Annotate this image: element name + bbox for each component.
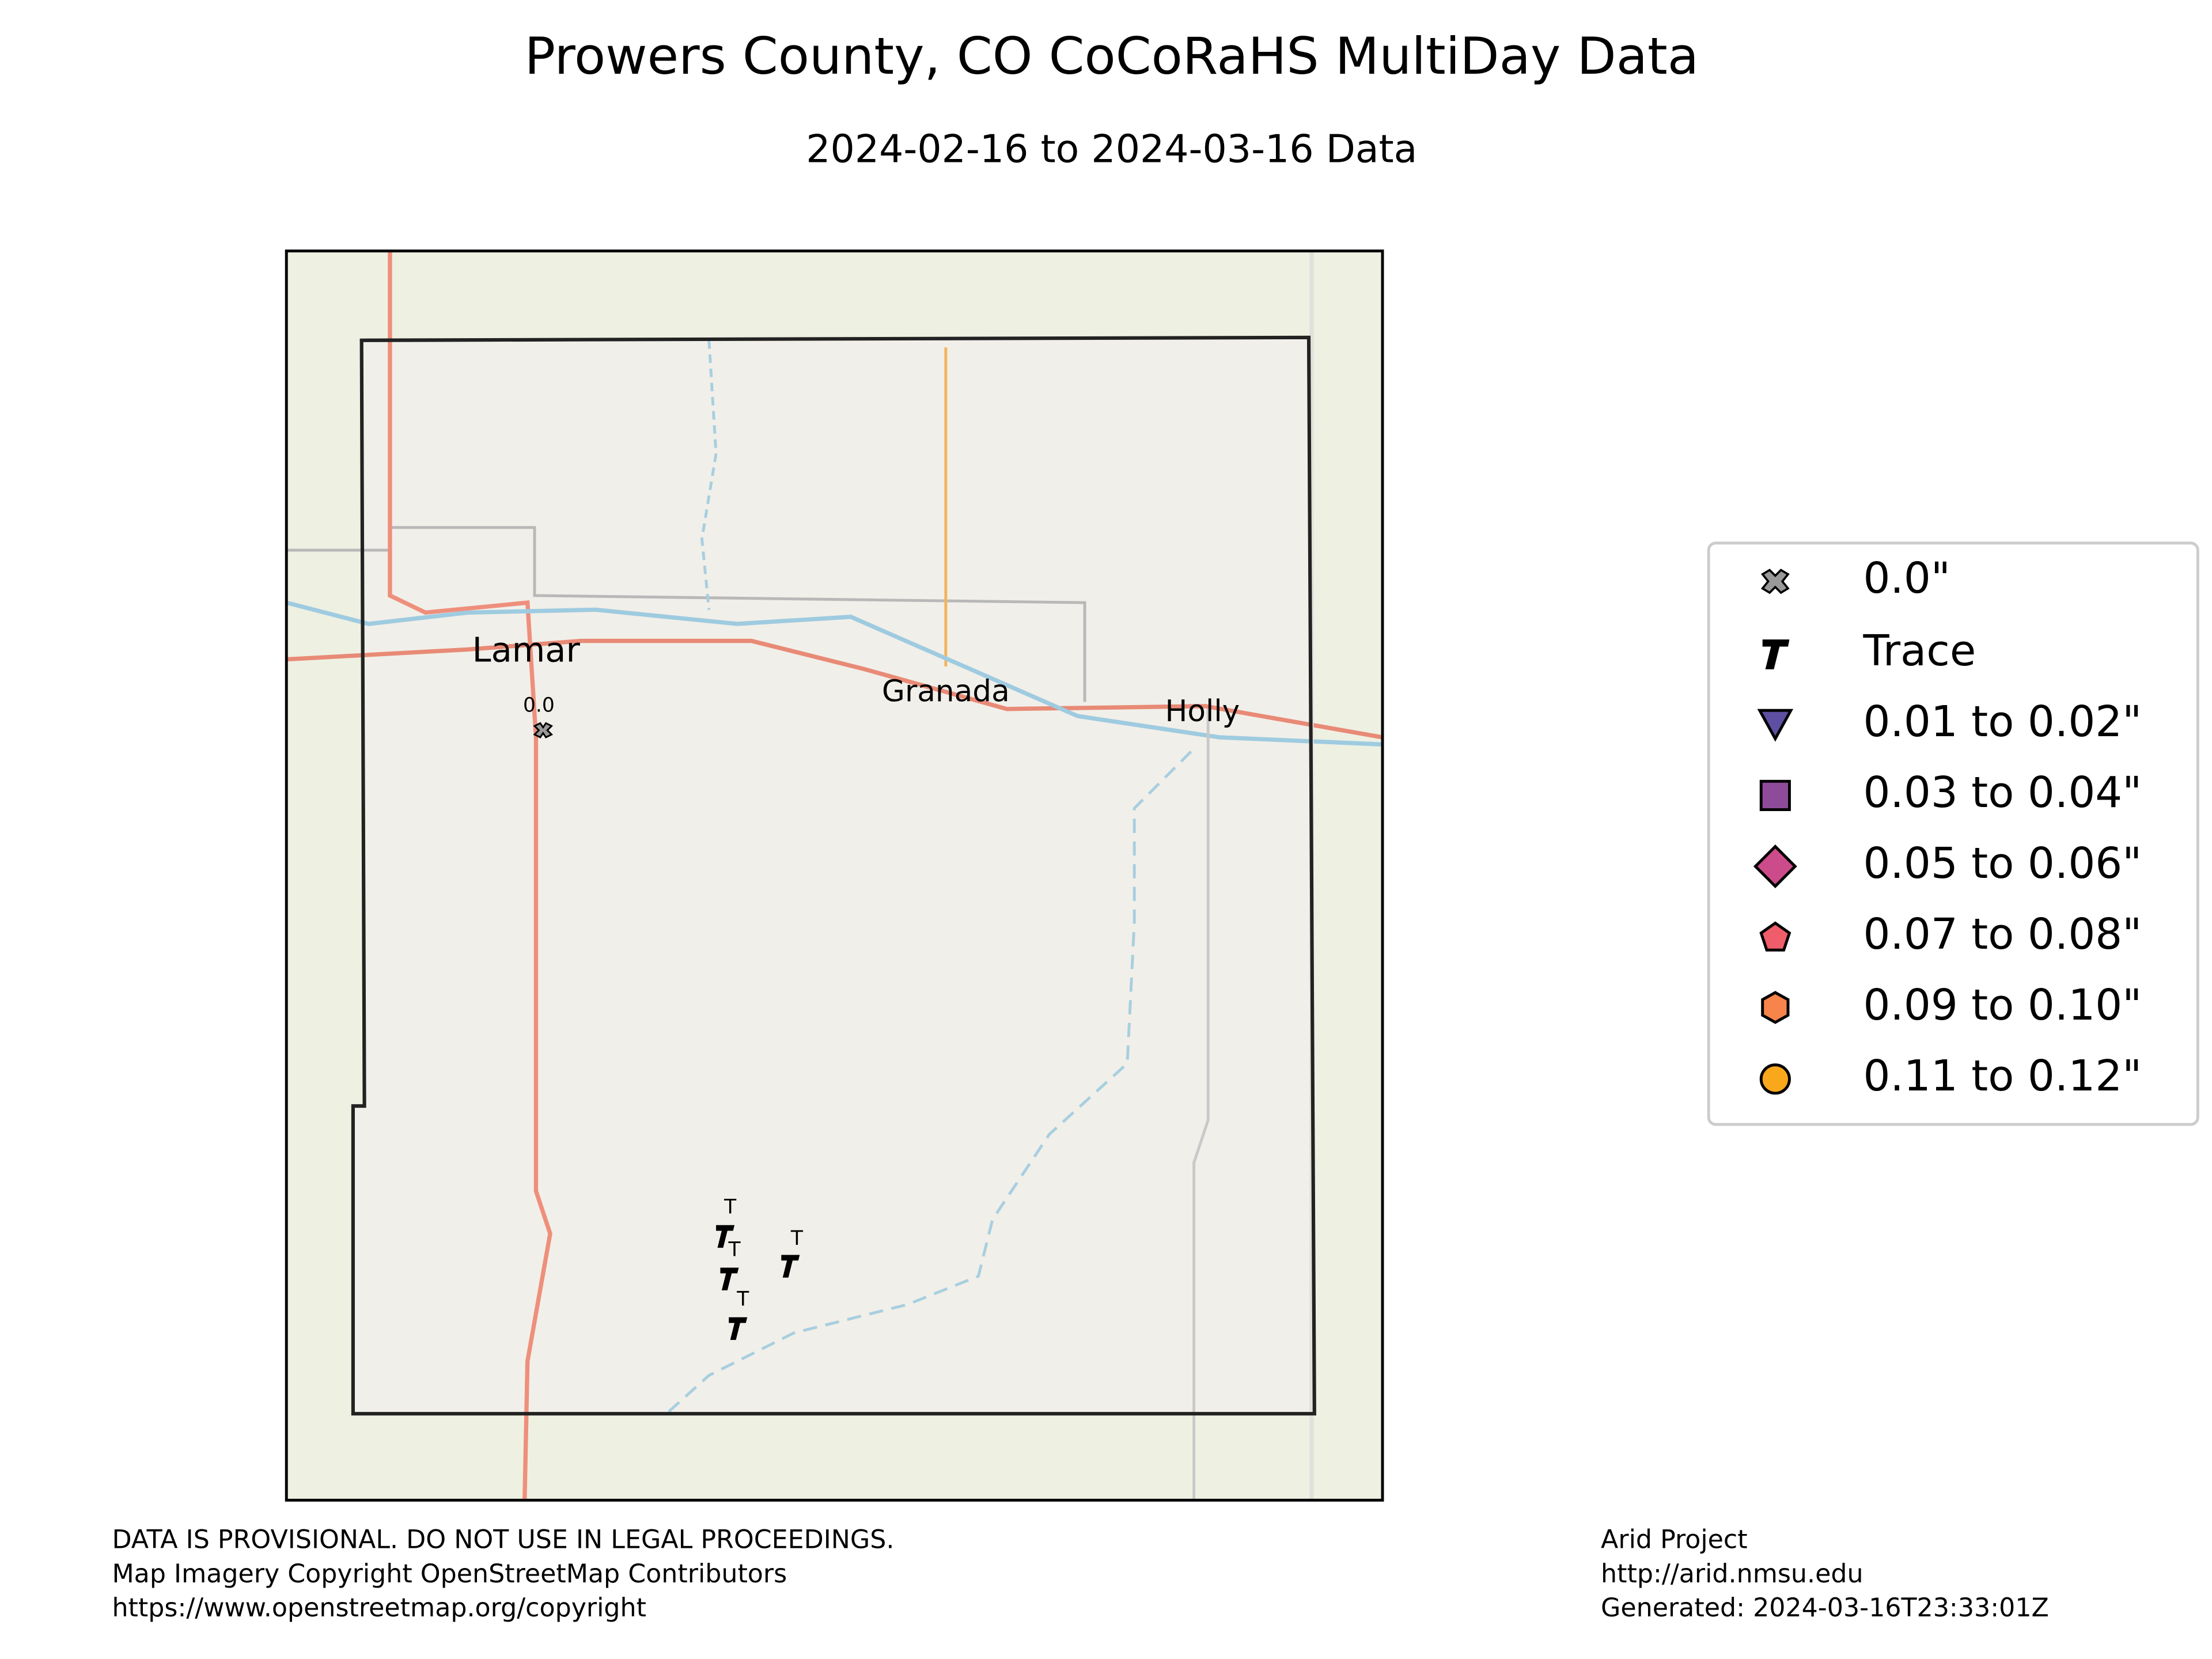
legend-label: Trace <box>1862 626 1976 676</box>
place-label: Granada <box>882 675 1010 709</box>
legend-label: 0.01 to 0.02" <box>1863 697 2142 747</box>
station-marker <box>781 1255 800 1278</box>
footer-text: https://www.openstreetmap.org/copyright <box>112 1593 646 1623</box>
subtitle: 2024-02-16 to 2024-03-16 Data <box>806 126 1417 171</box>
creek <box>665 750 1192 1415</box>
highway <box>286 638 1383 740</box>
legend-marker <box>1759 921 1791 952</box>
road <box>1192 709 1210 1501</box>
station-label: 0.0 <box>523 694 555 717</box>
station-label: T <box>728 1238 741 1262</box>
legend-marker <box>1753 844 1797 888</box>
legend-marker <box>1761 991 1790 1024</box>
place-label: Lamar <box>472 630 581 669</box>
legend-box <box>1707 541 2199 1126</box>
creek <box>700 340 718 610</box>
legend-label: 0.03 to 0.04" <box>1863 768 2142 817</box>
footer-text: Generated: 2024-03-16T23:33:01Z <box>1601 1593 2049 1623</box>
footer-text: DATA IS PROVISIONAL. DO NOT USE IN LEGAL… <box>112 1525 894 1555</box>
map-frame <box>285 249 1384 1502</box>
river <box>286 600 1383 747</box>
legend-marker <box>1760 569 1790 594</box>
footer-text: Map Imagery Copyright OpenStreetMap Cont… <box>112 1559 787 1589</box>
highway <box>388 251 552 1501</box>
station-label: T <box>724 1196 737 1219</box>
station-label: T <box>790 1227 804 1250</box>
legend-label: 0.11 to 0.12" <box>1863 1051 2142 1101</box>
footer: DATA IS PROVISIONAL. DO NOT USE IN LEGAL… <box>112 1525 2048 1623</box>
legend: 0.0" Trace 0.01 to 0.02" 0.03 to 0.04" 0… <box>1707 541 2199 1126</box>
station-label: T <box>736 1288 749 1311</box>
station-marker <box>533 722 554 738</box>
legend-marker <box>1759 1063 1791 1095</box>
legend-label: 0.0" <box>1863 554 1950 603</box>
place-label: Holly <box>1165 694 1240 729</box>
footer-text: http://arid.nmsu.edu <box>1601 1559 1863 1589</box>
legend-label: 0.07 to 0.08" <box>1863 910 2142 959</box>
title: Prowers County, CO CoCoRaHS MultiDay Dat… <box>525 26 1699 86</box>
legend-marker <box>1757 709 1794 742</box>
legend-marker <box>1762 639 1790 669</box>
legend-label: 0.05 to 0.06" <box>1863 839 2142 888</box>
county-boundary <box>351 335 1316 1416</box>
basemap: Lamar Granada Holly <box>285 249 1384 1502</box>
legend-marker <box>1759 779 1791 811</box>
footer-text: Arid Project <box>1601 1525 1748 1555</box>
legend-label: 0.09 to 0.10" <box>1863 980 2142 1030</box>
county-fill <box>353 337 1315 1414</box>
